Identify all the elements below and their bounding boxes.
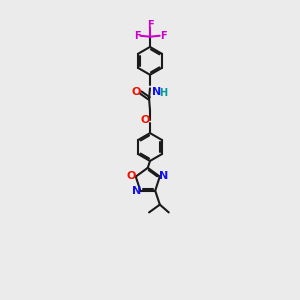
Text: F: F [134,31,140,41]
Text: O: O [140,116,149,125]
Text: H: H [159,88,167,98]
Text: F: F [160,31,166,41]
Text: N: N [132,186,141,196]
Text: N: N [159,171,168,181]
Text: F: F [147,20,153,30]
Text: O: O [127,171,136,181]
Text: N: N [152,87,162,98]
Text: O: O [132,88,141,98]
